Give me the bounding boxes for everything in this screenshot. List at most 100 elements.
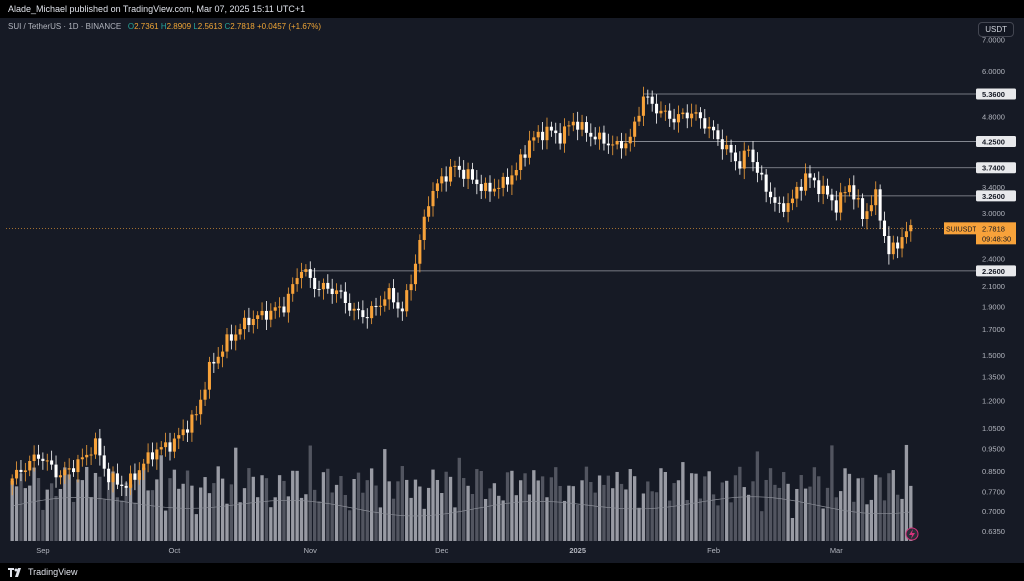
candle[interactable] (593, 127, 597, 145)
candle[interactable] (330, 278, 334, 304)
candle[interactable] (365, 308, 369, 329)
candle[interactable] (514, 162, 518, 181)
candle[interactable] (286, 287, 290, 323)
candle[interactable] (760, 165, 764, 181)
candle[interactable] (738, 151, 742, 175)
candle[interactable] (190, 410, 194, 442)
candle[interactable] (409, 274, 413, 301)
candle[interactable] (444, 166, 448, 192)
candle[interactable] (808, 165, 812, 189)
candle[interactable] (343, 282, 347, 314)
candle[interactable] (488, 175, 492, 202)
candle[interactable] (370, 301, 374, 325)
candle[interactable] (422, 209, 426, 250)
candle[interactable] (532, 131, 536, 152)
price-chart[interactable]: 7.00006.00004.80003.80003.40003.00002.40… (0, 18, 1024, 563)
candle[interactable] (137, 462, 141, 485)
candle[interactable] (703, 109, 707, 134)
candle[interactable] (782, 196, 786, 218)
candle[interactable] (269, 303, 273, 328)
candle[interactable] (221, 344, 225, 368)
candle[interactable] (374, 297, 378, 316)
candle[interactable] (466, 162, 470, 190)
candle[interactable] (150, 442, 154, 467)
candle[interactable] (440, 168, 444, 192)
candle[interactable] (690, 103, 694, 127)
candle[interactable] (580, 114, 584, 137)
candle[interactable] (646, 89, 650, 105)
candle[interactable] (764, 169, 768, 203)
candle[interactable] (891, 235, 895, 260)
candle[interactable] (554, 122, 558, 144)
candle[interactable] (72, 459, 76, 477)
candle[interactable] (194, 405, 198, 421)
candle[interactable] (856, 189, 860, 208)
candle[interactable] (185, 420, 190, 442)
candle[interactable] (348, 293, 352, 317)
candle[interactable] (291, 277, 295, 302)
candle[interactable] (562, 118, 567, 153)
candle[interactable] (155, 442, 159, 470)
candle[interactable] (707, 117, 711, 139)
candle[interactable] (32, 445, 36, 472)
candle[interactable] (681, 108, 685, 119)
candle[interactable] (611, 135, 615, 156)
candle[interactable] (234, 325, 238, 351)
candle[interactable] (383, 291, 387, 312)
candle[interactable] (63, 461, 67, 484)
candle[interactable] (812, 173, 816, 188)
candle[interactable] (799, 179, 803, 201)
candle[interactable] (769, 182, 773, 204)
candle[interactable] (549, 121, 553, 137)
candle[interactable] (751, 141, 755, 172)
candle[interactable] (435, 179, 439, 199)
candle[interactable] (264, 300, 268, 330)
candle[interactable] (527, 130, 531, 165)
candle[interactable] (120, 475, 124, 497)
candle[interactable] (378, 295, 382, 316)
candle[interactable] (212, 352, 216, 373)
candle[interactable] (470, 162, 474, 184)
candle[interactable] (847, 178, 851, 197)
candle[interactable] (725, 135, 729, 155)
candle[interactable] (238, 323, 242, 340)
candle[interactable] (655, 94, 659, 124)
candle[interactable] (545, 117, 549, 150)
candle[interactable] (449, 159, 453, 187)
candle[interactable] (36, 444, 41, 466)
candle[interactable] (392, 279, 396, 309)
candle[interactable] (887, 226, 891, 265)
candle[interactable] (668, 103, 672, 127)
candle[interactable] (133, 463, 137, 491)
candle[interactable] (400, 301, 404, 321)
candle[interactable] (356, 301, 361, 320)
candle[interactable] (28, 455, 32, 477)
candle[interactable] (786, 193, 790, 223)
candle[interactable] (777, 196, 781, 213)
candle[interactable] (659, 101, 663, 118)
candle[interactable] (834, 190, 838, 221)
candle[interactable] (142, 458, 146, 481)
candle[interactable] (501, 172, 505, 197)
candle[interactable] (129, 465, 133, 496)
candle[interactable] (396, 292, 400, 318)
candle[interactable] (896, 236, 900, 259)
candle[interactable] (247, 307, 251, 333)
candle[interactable] (825, 178, 830, 199)
currency-selector[interactable]: USDT (978, 22, 1014, 37)
candle[interactable] (352, 302, 356, 321)
candle[interactable] (712, 120, 716, 140)
candle[interactable] (795, 181, 799, 208)
candle[interactable] (882, 211, 887, 243)
candle[interactable] (865, 203, 869, 230)
candle[interactable] (874, 181, 878, 216)
candle[interactable] (492, 178, 496, 197)
candle[interactable] (830, 188, 834, 211)
candle[interactable] (541, 122, 545, 150)
candle[interactable] (431, 182, 435, 217)
candle[interactable] (427, 196, 431, 222)
candle[interactable] (747, 145, 751, 157)
candle[interactable] (321, 278, 325, 300)
candle[interactable] (773, 187, 777, 212)
candle[interactable] (589, 123, 593, 147)
